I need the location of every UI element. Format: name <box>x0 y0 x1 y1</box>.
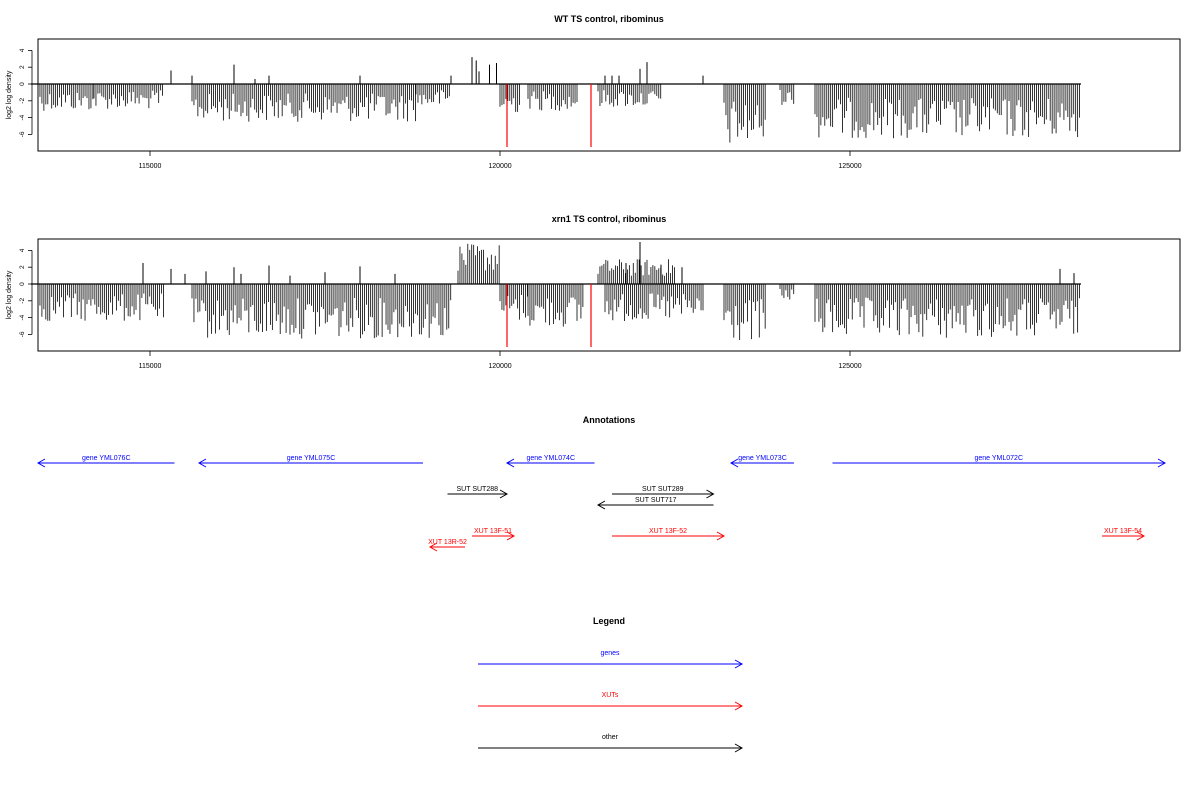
y-tick-label: 4 <box>19 48 26 52</box>
annotations-panel: Annotations gene YML076C gene YML075C gene… <box>36 415 1167 552</box>
feature-arrowhead <box>706 489 715 499</box>
legend-panel: Legend genes XUTs other <box>478 616 744 753</box>
x-tick-label: 115000 <box>139 163 162 170</box>
y-tick-label: 0 <box>19 282 26 286</box>
feature-arrowhead <box>729 458 739 468</box>
feature-arrowhead <box>596 500 606 510</box>
y-tick-label: 2 <box>19 65 26 69</box>
feature-label: XUT 13R-52 <box>428 539 467 546</box>
y-tick-label: 4 <box>19 248 26 252</box>
feature-label: XUT 13F-52 <box>649 528 687 535</box>
x-tick-label: 115000 <box>139 363 162 370</box>
wt-track-panel: WT TS control, ribominus 4 2 0 -2 -4 -6 115000… <box>6 14 1181 170</box>
feature-arrowhead <box>36 458 46 468</box>
wt-track-marks <box>31 57 1081 147</box>
legend-label: XUTs <box>602 692 619 699</box>
y-tick-label: -6 <box>19 131 26 137</box>
feature-label: gene YML073C <box>738 455 787 462</box>
legend-arrowhead <box>734 659 744 669</box>
feature-label: SUT SUT288 <box>457 486 499 493</box>
legend-items: genes XUTs other <box>478 650 744 753</box>
y-tick-label: -4 <box>19 314 26 320</box>
feature-label: gene YML074C <box>526 455 575 462</box>
x-tick-label: 125000 <box>838 163 861 170</box>
feature-arrowhead <box>1157 458 1167 468</box>
legend-title: Legend <box>593 616 625 626</box>
legend-arrowhead <box>734 701 744 711</box>
feature-label: SUT SUT289 <box>642 486 684 493</box>
wt-y-axis-label: log2 log density <box>6 70 13 119</box>
xrn1-track-title: xrn1 TS control, ribominus <box>552 214 667 224</box>
feature-arrowhead <box>505 458 515 468</box>
feature-arrowhead <box>506 531 516 541</box>
xrn1-track-marks <box>31 242 1081 347</box>
xrn1-track-panel: xrn1 TS control, ribominus 4 2 0 -2 -4 -6 1150… <box>6 214 1181 370</box>
feature-arrowhead <box>428 542 438 552</box>
y-tick-label: -2 <box>19 98 26 104</box>
x-tick-label: 120000 <box>488 363 511 370</box>
feature-label: gene YML072C <box>974 455 1023 462</box>
y-tick-label: -6 <box>19 331 26 337</box>
feature-arrowhead <box>716 531 726 541</box>
y-tick-label: 2 <box>19 265 26 269</box>
x-tick-label: 120000 <box>488 163 511 170</box>
xrn1-track-axes: 4 2 0 -2 -4 -6 115000 120000 125000 <box>19 248 862 370</box>
annotations-title: Annotations <box>583 415 636 425</box>
wt-track-axes: 4 2 0 -2 -4 -6 115000 120000 125000 <box>19 48 862 170</box>
y-tick-label: 0 <box>19 82 26 86</box>
feature-arrowhead <box>499 489 509 499</box>
feature-arrowhead <box>197 458 207 468</box>
y-tick-label: -2 <box>19 298 26 304</box>
feature-arrowhead <box>1136 531 1146 541</box>
feature-label: XUT 13F-54 <box>1104 528 1142 535</box>
feature-label: gene YML076C <box>82 455 131 462</box>
annotation-features: gene YML076C gene YML075C gene YML074C gene… <box>36 455 1167 552</box>
feature-label: SUT SUT717 <box>635 497 677 504</box>
x-tick-label: 125000 <box>838 363 861 370</box>
y-tick-label: -4 <box>19 114 26 120</box>
feature-label: gene YML075C <box>287 455 336 462</box>
feature-label: XUT 13F-51 <box>474 528 512 535</box>
legend-arrowhead <box>734 743 744 753</box>
legend-label: genes <box>600 650 620 657</box>
wt-track-title: WT TS control, ribominus <box>554 14 664 24</box>
legend-label: other <box>602 734 619 741</box>
xrn1-y-axis-label: log2 log density <box>6 270 13 319</box>
